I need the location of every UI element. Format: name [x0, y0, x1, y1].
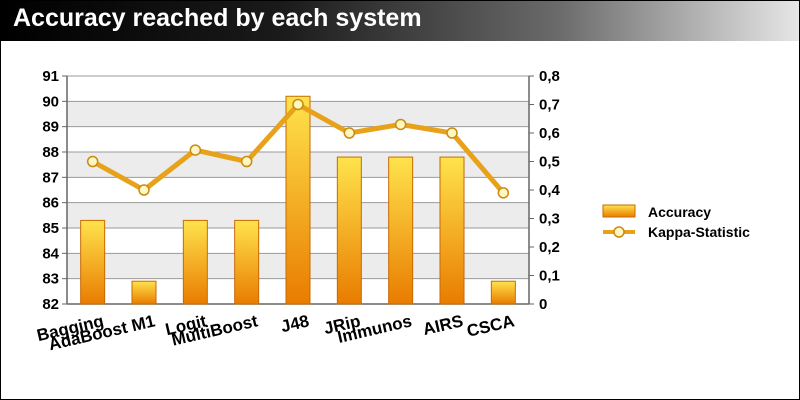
- y-right-tick-label: 0,7: [539, 97, 560, 114]
- bar-accuracy: [234, 219, 260, 305]
- point-kappa-statistic: [86, 155, 99, 168]
- y-left-tick-label: 83: [42, 271, 59, 288]
- y-left-tick-label: 86: [42, 195, 59, 212]
- y-right-tick-label: 0,2: [539, 239, 560, 256]
- y-right-tick-label: 0,1: [539, 268, 560, 285]
- legend-swatch-accuracy: [602, 204, 636, 218]
- point-kappa-statistic: [292, 98, 304, 111]
- x-category-label: J48: [279, 311, 311, 336]
- bar-accuracy: [388, 156, 414, 305]
- point-kappa-statistic: [240, 155, 253, 168]
- point-kappa-statistic: [189, 144, 202, 156]
- y-left-tick-label: 89: [42, 119, 59, 136]
- bar-accuracy: [80, 219, 106, 305]
- bar-accuracy: [439, 156, 465, 305]
- bar-accuracy: [131, 280, 157, 305]
- legend-label-accuracy: Accuracy: [648, 204, 711, 220]
- bar-accuracy: [490, 280, 516, 305]
- y-left-tick-label: 84: [42, 245, 59, 262]
- title-bar: Accuracy reached by each system: [1, 1, 799, 41]
- y-left-tick-label: 82: [42, 296, 59, 313]
- y-left-tick-label: 90: [42, 93, 59, 110]
- x-category-label: CSCA: [465, 311, 516, 340]
- legend-swatch-kappa-marker: [613, 226, 625, 238]
- point-kappa-statistic: [343, 127, 356, 139]
- point-kappa-statistic: [446, 127, 458, 139]
- y-right-tick-label: 0,6: [539, 125, 560, 142]
- y-right-tick-label: 0,5: [539, 154, 560, 171]
- point-kappa-statistic: [394, 118, 407, 131]
- bar-accuracy: [285, 95, 311, 305]
- y-right-tick-label: 0,8: [539, 68, 560, 85]
- bar-accuracy: [336, 156, 362, 305]
- chart-title: Accuracy reached by each system: [13, 4, 422, 32]
- y-right-tick-label: 0: [539, 296, 547, 313]
- y-left-tick-label: 91: [42, 68, 59, 85]
- x-category-label: AIRS: [421, 311, 465, 339]
- y-left-tick-label: 87: [42, 169, 59, 186]
- legend-label-kappa-statistic: Kappa-Statistic: [648, 224, 750, 240]
- y-left-tick-label: 88: [42, 144, 59, 161]
- y-right-tick-label: 0,4: [539, 182, 561, 199]
- y-right-tick-label: 0,3: [539, 211, 560, 228]
- point-kappa-statistic: [497, 187, 510, 199]
- y-left-tick-label: 85: [42, 220, 59, 237]
- point-kappa-statistic: [138, 184, 150, 196]
- bar-accuracy: [182, 219, 208, 305]
